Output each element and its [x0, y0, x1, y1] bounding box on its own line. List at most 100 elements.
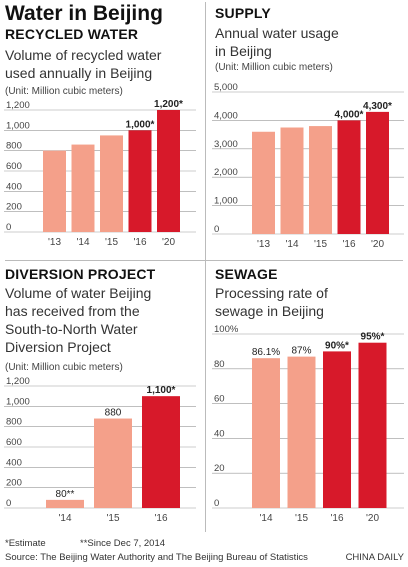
- panel-title-diversion-project: DIVERSION PROJECT: [5, 266, 156, 282]
- footnote-estimate: *Estimate: [5, 538, 46, 549]
- bar: [366, 111, 389, 234]
- y-tick-label: 1,200: [6, 376, 30, 387]
- y-tick-label: 2,000: [214, 167, 238, 178]
- x-tick-label: '16: [133, 237, 146, 248]
- x-tick-label: '16: [154, 513, 167, 524]
- section-divider: [5, 260, 403, 261]
- x-tick-label: '14: [259, 513, 272, 524]
- y-tick-label: 1,000: [6, 396, 30, 407]
- y-tick-label: 0: [214, 224, 219, 235]
- bar: [46, 499, 84, 508]
- bar: [323, 351, 351, 508]
- bar: [280, 127, 304, 234]
- y-tick-label: 3,000: [214, 139, 238, 150]
- y-tick-label: 1,000: [6, 120, 30, 131]
- y-tick-label: 200: [6, 478, 22, 489]
- description-line: in Beijing: [215, 43, 272, 59]
- description-line: Annual water usage: [215, 25, 339, 41]
- data-label: 86.1%: [252, 347, 280, 358]
- y-tick-label: 600: [6, 437, 22, 448]
- y-tick-label: 5,000: [214, 82, 238, 93]
- y-tick-label: 600: [6, 161, 22, 172]
- y-tick-label: 0: [6, 222, 11, 233]
- bar: [94, 418, 132, 508]
- data-label: 880: [105, 408, 122, 419]
- y-tick-label: 200: [6, 202, 22, 213]
- description-supply: Annual water usage in Beijing: [215, 24, 339, 60]
- x-tick-label: '15: [105, 237, 118, 248]
- bar: [142, 396, 180, 508]
- description-recycled-water: Volume of recycled water used annually i…: [5, 46, 161, 82]
- y-tick-label: 400: [6, 457, 22, 468]
- bar: [71, 144, 95, 232]
- chart-recycled-water: 0 200 400 600 800 1,000 1,200 '13 '14 '15 1,000* '1…: [4, 99, 196, 248]
- y-tick-label: 800: [6, 141, 22, 152]
- x-tick-label: '20: [162, 237, 175, 248]
- unit-diversion-project: (Unit: Million cubic meters): [5, 362, 123, 373]
- x-tick-label: '20: [366, 513, 379, 524]
- unit-supply: (Unit: Million cubic meters): [215, 62, 333, 73]
- chart-diversion-project: 0 200 400 600 800 1,000 1,200 80** '14 880 '15 1,10…: [4, 376, 196, 524]
- chart-sewage: 0 20 40 60 80 100% 86.1% '14 87% '15 90%* '16 95%* '2…: [212, 324, 404, 524]
- source-text: Source: The Beijing Water Authority and …: [5, 552, 308, 563]
- data-label: 90%*: [325, 340, 349, 351]
- x-tick-label: '13: [257, 239, 270, 250]
- x-tick-label: '15: [295, 513, 308, 524]
- data-label: 4,000*: [335, 109, 364, 120]
- panel-title-supply: SUPPLY: [215, 5, 271, 21]
- data-label: 1,000*: [126, 119, 155, 130]
- description-sewage: Processing rate of sewage in Beijing: [215, 284, 328, 320]
- description-line: has received from the: [5, 303, 140, 319]
- bar: [43, 150, 66, 232]
- description-line: Volume of recycled water: [5, 47, 162, 63]
- y-tick-label: 400: [6, 181, 22, 192]
- panel-title-recycled-water: RECYCLED WATER: [5, 26, 139, 42]
- y-tick-label: 1,200: [6, 100, 30, 111]
- data-label: 4,300*: [363, 101, 392, 112]
- y-tick-label: 20: [214, 463, 225, 474]
- y-tick-label: 0: [214, 498, 219, 509]
- bar: [252, 358, 280, 508]
- y-tick-label: 40: [214, 428, 225, 439]
- description-line: Diversion Project: [5, 339, 111, 355]
- y-tick-label: 800: [6, 417, 22, 428]
- data-label: 80**: [56, 489, 75, 500]
- data-label: 1,200*: [154, 99, 183, 110]
- description-line: sewage in Beijing: [215, 303, 324, 319]
- bar: [358, 342, 387, 508]
- bar: [252, 131, 275, 234]
- x-tick-label: '20: [371, 239, 384, 250]
- y-tick-label: 60: [214, 394, 225, 405]
- x-tick-label: '13: [48, 237, 61, 248]
- y-tick-label: 0: [6, 498, 11, 509]
- description-line: Volume of water Beijing: [5, 285, 152, 301]
- description-line: Processing rate of: [215, 285, 328, 301]
- y-tick-label: 100%: [214, 324, 239, 335]
- x-tick-label: '15: [314, 239, 327, 250]
- bar: [287, 356, 316, 508]
- credit-text: CHINA DAILY: [345, 552, 404, 563]
- chart-supply: 0 1,000 2,000 3,000 4,000 5,000 '13 '14 '15 4,000…: [212, 82, 404, 250]
- description-line: used annually in Beijing: [5, 65, 153, 81]
- description-line: South-to-North Water: [5, 321, 138, 337]
- bar: [157, 110, 180, 232]
- x-tick-label: '14: [285, 239, 298, 250]
- x-tick-label: '14: [76, 237, 89, 248]
- description-diversion-project: Volume of water Beijing has received fro…: [5, 284, 151, 356]
- x-tick-label: '15: [106, 513, 119, 524]
- data-label: 1,100*: [147, 385, 176, 396]
- data-label: 95%*: [361, 332, 385, 343]
- data-label: 87%: [291, 346, 311, 357]
- column-divider: [205, 2, 206, 532]
- y-tick-label: 4,000: [214, 110, 238, 121]
- y-tick-label: 80: [214, 359, 225, 370]
- main-title: Water in Beijing: [5, 2, 163, 25]
- x-tick-label: '16: [330, 513, 343, 524]
- x-tick-label: '16: [342, 239, 355, 250]
- panel-title-sewage: SEWAGE: [215, 266, 278, 282]
- bar: [337, 120, 361, 234]
- unit-recycled-water: (Unit: Million cubic meters): [5, 86, 123, 97]
- x-tick-label: '14: [58, 513, 71, 524]
- bar: [100, 135, 123, 232]
- y-tick-label: 1,000: [214, 196, 238, 207]
